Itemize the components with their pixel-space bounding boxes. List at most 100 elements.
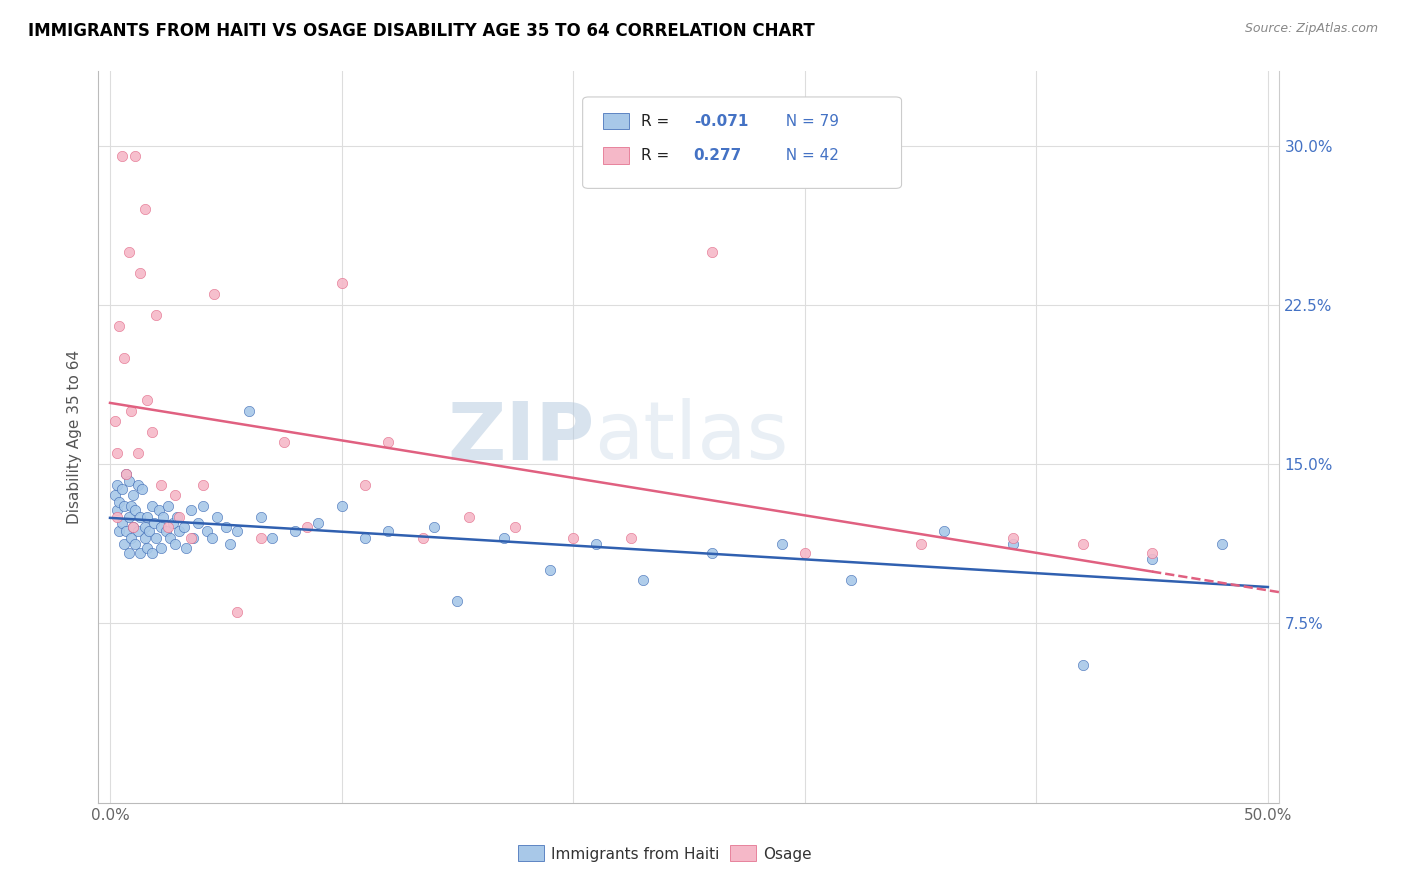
Text: 0.277: 0.277 bbox=[693, 148, 742, 163]
Point bbox=[183, 531, 205, 545]
Point bbox=[187, 516, 209, 530]
Point bbox=[105, 446, 128, 460]
Text: Immigrants from Haiti: Immigrants from Haiti bbox=[551, 847, 718, 862]
Point bbox=[120, 499, 142, 513]
Point bbox=[377, 524, 399, 539]
Point bbox=[134, 202, 156, 216]
Point bbox=[105, 509, 128, 524]
Point bbox=[176, 541, 198, 556]
Point bbox=[122, 520, 145, 534]
Point bbox=[112, 537, 135, 551]
Point bbox=[117, 474, 139, 488]
Point bbox=[180, 503, 202, 517]
Point bbox=[156, 499, 179, 513]
Point bbox=[108, 524, 131, 539]
Point bbox=[195, 524, 218, 539]
Point bbox=[145, 531, 167, 545]
Point bbox=[377, 435, 399, 450]
Point bbox=[330, 277, 353, 291]
Point bbox=[143, 516, 166, 530]
Text: Osage: Osage bbox=[763, 847, 813, 862]
Point bbox=[620, 531, 643, 545]
Point bbox=[110, 482, 132, 496]
Text: Source: ZipAtlas.com: Source: ZipAtlas.com bbox=[1244, 22, 1378, 36]
Point bbox=[1140, 552, 1163, 566]
Point bbox=[117, 546, 139, 560]
Point bbox=[134, 531, 156, 545]
Point bbox=[136, 541, 159, 556]
Point bbox=[1071, 537, 1094, 551]
Point bbox=[129, 266, 152, 280]
Point bbox=[149, 541, 172, 556]
Point bbox=[249, 509, 271, 524]
Point bbox=[122, 520, 145, 534]
Point bbox=[149, 520, 172, 534]
Point bbox=[124, 503, 146, 517]
Point bbox=[145, 308, 167, 322]
Bar bbox=[603, 113, 628, 129]
Point bbox=[1140, 546, 1163, 560]
Point bbox=[284, 524, 307, 539]
Point bbox=[219, 537, 242, 551]
Point bbox=[307, 516, 329, 530]
Point bbox=[115, 467, 138, 482]
Point bbox=[134, 520, 156, 534]
Point bbox=[141, 546, 163, 560]
Point bbox=[122, 488, 145, 502]
Y-axis label: Disability Age 35 to 64: Disability Age 35 to 64 bbox=[67, 350, 83, 524]
Point bbox=[156, 520, 179, 534]
Point bbox=[136, 509, 159, 524]
Point bbox=[163, 488, 186, 502]
Text: R =: R = bbox=[641, 148, 679, 163]
Point bbox=[169, 509, 191, 524]
Point bbox=[446, 594, 468, 608]
Point bbox=[503, 520, 526, 534]
Point bbox=[163, 537, 186, 551]
Point bbox=[162, 516, 184, 530]
Point bbox=[205, 509, 228, 524]
Point bbox=[105, 477, 128, 491]
Point bbox=[330, 499, 353, 513]
Point bbox=[112, 351, 135, 365]
Point bbox=[129, 509, 152, 524]
Text: ZIP: ZIP bbox=[447, 398, 595, 476]
Point bbox=[112, 499, 135, 513]
Point bbox=[115, 467, 138, 482]
Point bbox=[124, 537, 146, 551]
Bar bbox=[603, 147, 628, 163]
Point bbox=[148, 503, 170, 517]
Point bbox=[1002, 531, 1025, 545]
Point bbox=[124, 149, 146, 163]
Point bbox=[910, 537, 932, 551]
Point bbox=[839, 573, 862, 587]
Text: atlas: atlas bbox=[595, 398, 789, 476]
Point bbox=[129, 546, 152, 560]
Point bbox=[412, 531, 434, 545]
Point bbox=[108, 318, 131, 333]
Text: N = 79: N = 79 bbox=[776, 113, 839, 128]
Text: IMMIGRANTS FROM HAITI VS OSAGE DISABILITY AGE 35 TO 64 CORRELATION CHART: IMMIGRANTS FROM HAITI VS OSAGE DISABILIT… bbox=[28, 22, 815, 40]
Point bbox=[226, 524, 249, 539]
Point bbox=[155, 524, 177, 539]
Point bbox=[152, 509, 174, 524]
Point bbox=[131, 482, 153, 496]
Point bbox=[273, 435, 295, 450]
Point bbox=[120, 403, 142, 417]
Point bbox=[538, 563, 561, 577]
Point bbox=[127, 524, 149, 539]
Point bbox=[138, 524, 160, 539]
Point bbox=[169, 524, 191, 539]
Bar bbox=[730, 846, 756, 862]
Point bbox=[110, 149, 132, 163]
Point bbox=[1002, 537, 1025, 551]
Point bbox=[202, 287, 225, 301]
Point bbox=[700, 546, 723, 560]
Point bbox=[793, 546, 815, 560]
Point bbox=[180, 531, 202, 545]
Point bbox=[141, 499, 163, 513]
Point bbox=[226, 605, 249, 619]
Point bbox=[262, 531, 284, 545]
Point bbox=[104, 488, 127, 502]
Point bbox=[562, 531, 585, 545]
Point bbox=[423, 520, 446, 534]
